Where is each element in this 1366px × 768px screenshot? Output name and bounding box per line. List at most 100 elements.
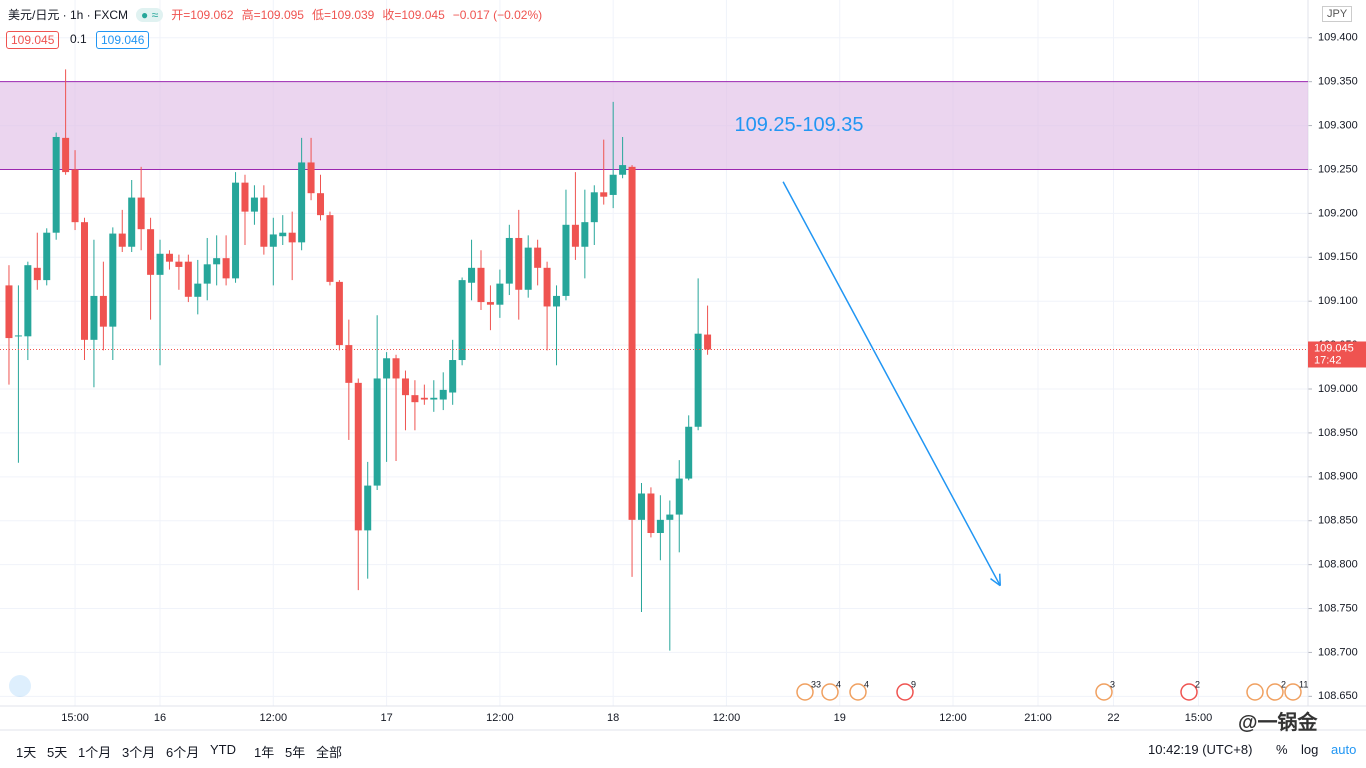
currency[interactable]: JPY <box>1322 6 1353 22</box>
last-price-tag <box>1308 341 1366 368</box>
event-icon <box>896 683 914 701</box>
candle-body <box>468 267 476 283</box>
candle-body <box>269 234 277 247</box>
y-tick-label: 108.850 <box>1318 515 1358 527</box>
event-icon <box>1266 683 1284 701</box>
ohlc-change: −0.017 (−0.02%) <box>452 7 543 22</box>
candle-body <box>326 215 334 282</box>
y-tick-label: 109.250 <box>1318 163 1358 175</box>
y-tick-label: 109.150 <box>1318 251 1358 263</box>
range-button[interactable]: 1个月 <box>78 745 112 760</box>
arrow-head <box>990 578 1001 587</box>
y-tick-label: 109.100 <box>1318 295 1358 307</box>
candle-body <box>137 197 145 230</box>
x-tick-label: 12:00 <box>939 712 967 724</box>
ohlc-open: 开=109.062 <box>171 8 234 22</box>
event-icon <box>796 683 814 701</box>
event-icon <box>821 683 839 701</box>
watermark: @一锅金 <box>1238 712 1318 734</box>
candle-body <box>647 493 655 534</box>
ask[interactable]: 109.046 <box>96 31 150 49</box>
percent-toggle[interactable]: % <box>1276 742 1288 757</box>
candle-body <box>222 258 230 279</box>
range-button[interactable]: 5年 <box>285 745 306 760</box>
candle-body <box>675 478 683 515</box>
auto-toggle[interactable]: auto <box>1331 742 1357 757</box>
candle-body <box>656 519 664 534</box>
arrow-head <box>998 573 1001 586</box>
candle-body <box>534 247 542 268</box>
log-toggle[interactable]: log <box>1301 742 1319 757</box>
candle-body <box>260 197 268 247</box>
x-tick-label: 15:00 <box>1185 712 1213 724</box>
candle-body <box>543 267 551 307</box>
bid[interactable]: 109.045 <box>6 31 60 49</box>
range-button[interactable]: 3个月 <box>122 745 156 760</box>
x-tick-label: 22 <box>1107 712 1119 724</box>
candle-body <box>524 247 532 290</box>
symbol-title: 美元/日元 · 1h · FXCM <box>8 8 129 22</box>
candle-body <box>685 426 693 479</box>
candle-body <box>109 233 117 327</box>
candle-body <box>694 333 702 427</box>
candle-body <box>71 169 79 223</box>
candle-body <box>52 136 60 233</box>
event-count: 9 <box>911 679 916 689</box>
candle-body <box>317 193 325 216</box>
logo <box>9 675 31 697</box>
candle-body <box>666 514 674 520</box>
candle-body <box>250 197 258 212</box>
event-icon <box>1180 683 1198 701</box>
event-icon <box>849 683 867 701</box>
candle-body <box>609 174 617 195</box>
event-icon <box>1246 683 1264 701</box>
spread: 0.1 <box>70 32 87 46</box>
x-tick-label: 12:00 <box>713 712 741 724</box>
event-count: 33 <box>811 679 821 689</box>
x-tick-label: 15:00 <box>61 712 89 724</box>
candle-body <box>335 281 343 346</box>
candle-body <box>619 165 627 175</box>
candle-body <box>62 137 70 173</box>
range-button[interactable]: 5天 <box>47 745 68 760</box>
candle-body <box>194 283 202 297</box>
candle-body <box>553 295 561 307</box>
candle-body <box>241 182 249 212</box>
candle-body <box>279 232 287 237</box>
candle-body <box>486 302 494 305</box>
candle-body <box>458 280 466 361</box>
range-button[interactable]: YTD <box>210 742 236 757</box>
event-count: 3 <box>1110 679 1115 689</box>
candle-body <box>184 261 192 297</box>
range-button[interactable]: 1天 <box>16 745 37 760</box>
range-button[interactable]: 全部 <box>316 745 343 760</box>
y-tick-label: 108.750 <box>1318 602 1358 614</box>
candle-body <box>373 378 381 486</box>
event-count: 2 <box>1195 679 1200 689</box>
candle-body <box>364 485 372 531</box>
candle-body <box>600 192 608 197</box>
candle-body <box>33 267 41 281</box>
candle-body <box>14 335 22 337</box>
countdown: 17:42 <box>1314 354 1342 366</box>
candle-body <box>288 232 296 243</box>
x-tick-label: 21:00 <box>1024 712 1052 724</box>
y-tick-label: 109.200 <box>1318 207 1358 219</box>
zone <box>0 81 1308 170</box>
event-count: 2 <box>1281 679 1286 689</box>
candle-body <box>118 233 126 247</box>
event-icon <box>1095 683 1113 701</box>
candle-body <box>298 162 306 243</box>
candle-body <box>401 378 409 396</box>
candle-body <box>307 162 315 194</box>
candle-body <box>99 295 107 327</box>
range-button[interactable]: 6个月 <box>166 745 200 760</box>
candle-body <box>345 345 353 383</box>
y-tick-label: 108.800 <box>1318 559 1358 571</box>
range-button[interactable]: 1年 <box>254 745 275 760</box>
candle-body <box>156 253 164 275</box>
candle-body <box>704 334 712 350</box>
candle-body <box>477 267 485 303</box>
candle-body <box>439 389 447 400</box>
event-count: 4 <box>836 679 841 689</box>
